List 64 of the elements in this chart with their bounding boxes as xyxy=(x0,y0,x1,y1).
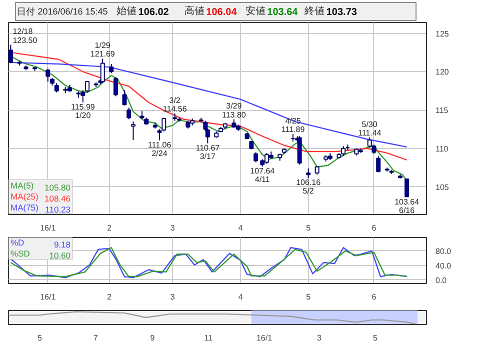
y-tick-label: 125 xyxy=(436,29,450,38)
candlestick xyxy=(404,178,410,198)
x-tick-label: 16/1 xyxy=(40,292,56,302)
annotation: 105.80 xyxy=(44,182,71,192)
candlestick xyxy=(8,44,13,64)
x-tick-label: 5 xyxy=(372,334,378,342)
annotation: 110.67 3/17 xyxy=(196,143,220,161)
x-tick-label: 7 xyxy=(93,334,98,342)
candlestick xyxy=(46,68,50,82)
candlestick xyxy=(113,76,118,97)
x-tick-label: 2 xyxy=(106,292,112,302)
series-label: %D xyxy=(10,238,24,248)
y-tick-label: 80.0 xyxy=(436,246,452,256)
annotation: 106.16 5/2 xyxy=(296,178,322,196)
text: 高値 106.04 xyxy=(184,5,238,18)
annotation: 10.60 xyxy=(49,250,71,260)
annotation: 5/30 111.44 xyxy=(358,120,382,138)
y-tick-label: 40.0 xyxy=(436,261,452,270)
x-tick-label: 5 xyxy=(37,334,42,342)
annotation: 103.64 6/16 xyxy=(394,197,420,215)
candlestick xyxy=(306,168,311,178)
x-tick-label: 9 xyxy=(150,334,156,342)
candlestick xyxy=(376,156,381,173)
candlestick xyxy=(122,90,127,106)
x-tick-label: 6 xyxy=(372,224,377,232)
candlestick xyxy=(109,63,114,74)
annotation: 3/29 113.80 xyxy=(222,102,246,120)
candlestick xyxy=(254,152,258,163)
x-tick-label: 6 xyxy=(372,292,377,302)
y-tick-label: 110 xyxy=(436,144,449,154)
x-tick-label: 5 xyxy=(306,224,312,232)
x-tick-label: 3 xyxy=(170,224,176,232)
y-tick-label: 120 xyxy=(436,68,450,77)
text: 安値 103.64 xyxy=(245,5,298,18)
x-tick-label: 16/1 xyxy=(40,224,56,232)
y-tick-label: 105 xyxy=(436,182,450,192)
y-tick-label: 115 xyxy=(436,106,449,116)
x-tick-label: 16/1 xyxy=(256,334,273,342)
annotation: 3/2 114.56 xyxy=(162,96,188,114)
text: MA(75) xyxy=(10,202,39,212)
x-tick-label: 4 xyxy=(238,292,244,302)
annotation: 110.23 xyxy=(45,204,71,214)
text: 終値 103.73 xyxy=(304,5,358,18)
x-tick-label: 5 xyxy=(306,292,312,302)
annotation: 108.46 xyxy=(44,194,71,204)
text: MA(5) xyxy=(10,180,34,190)
x-tick-label: 3 xyxy=(170,292,176,302)
text: 始値 106.02 xyxy=(116,5,170,18)
candlestick xyxy=(130,121,136,141)
annotation: 9.18 xyxy=(54,240,71,250)
annotation: 115.99 1/20 xyxy=(70,102,96,120)
y-tick-label: 0.0 xyxy=(436,276,448,285)
series-label: %SD xyxy=(10,248,30,258)
x-tick-label: 3 xyxy=(317,334,322,342)
x-tick-label: 11 xyxy=(204,334,214,342)
annotation: 111.06 2/24 xyxy=(148,140,172,158)
annotation: 107.64 4/11 xyxy=(250,166,276,184)
text: MA(25) xyxy=(10,192,39,202)
x-tick-label: 2 xyxy=(106,224,112,232)
x-tick-label: 4 xyxy=(238,224,244,232)
candlestick xyxy=(126,107,132,120)
annotation: 12/18 123.50 xyxy=(12,27,38,45)
chart-title: 日付 2016/06/16 15:45 xyxy=(17,6,108,16)
annotation: 1/29 121.69 xyxy=(90,41,116,59)
